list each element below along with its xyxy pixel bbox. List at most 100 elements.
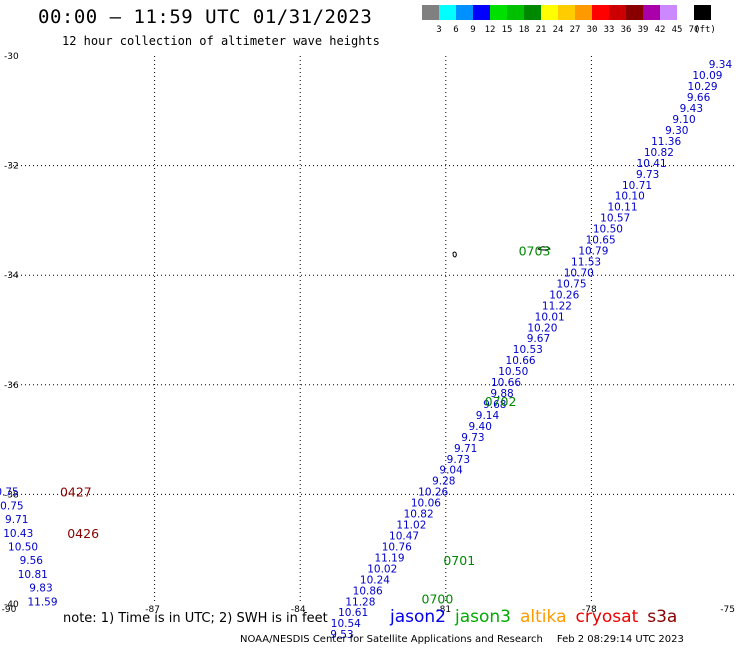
jason3-swh-label: 10.57 [600,213,630,225]
cryosat-swh-label: 11.59 [27,596,57,608]
lon-tick-label: -84 [291,605,306,615]
jason3-swh-label: 10.29 [688,81,718,93]
satellite-cryosat: cryosat [575,607,639,627]
jason3-swh-label: 10.66 [491,377,521,389]
jason3-swh-label: 10.02 [367,563,397,575]
jason3-swh-label: 10.41 [637,158,667,170]
jason3-swh-label: 9.88 [490,388,513,400]
jason3-swh-label: 10.11 [607,202,637,214]
lon-tick-label: -78 [582,605,597,615]
jason3-swh-label: 9.30 [665,125,688,137]
legend-swatch [490,5,507,20]
legend-label: 39 [637,25,649,35]
legend-label: 6 [453,25,459,35]
jason3-swh-label: 10.24 [360,574,390,586]
legend-label: 30 [586,25,598,35]
lat-tick-label: -30 [4,52,19,62]
jason3-swh-label: 10.26 [549,289,579,301]
lon-tick-label: -87 [145,605,160,615]
satellite-jason3: jason3 [455,607,511,627]
cryosat-swh-label: 10.75 [0,500,24,512]
jason3-swh-label: 10.20 [527,322,557,334]
pass-time-label: 0703 [519,244,551,259]
legend-label: 9 [470,25,476,35]
lat-tick-label: -34 [4,271,19,281]
credit-line: NOAA/NESDIS Center for Satellite Applica… [240,634,684,645]
jason3-swh-label: 9.53 [330,629,353,641]
jason3-swh-label: 10.86 [353,585,383,597]
legend-swatch [473,5,490,20]
legend-label: 15 [501,25,513,35]
legend-label: 33 [603,25,615,35]
lon-tick-label: -75 [720,605,735,615]
jason3-swh-label: 9.68 [483,399,506,411]
jason3-swh-label: 10.82 [644,147,674,159]
legend-label: 3 [436,25,442,35]
jason3-swh-label: 10.09 [692,70,722,82]
island-outline [452,251,457,258]
legend-swatch [439,5,456,20]
pass-time-label: 0427 [60,485,92,500]
legend-swatch [541,5,558,20]
jason3-swh-label: 9.34 [709,59,733,71]
satellite-altika: altika [520,607,567,627]
cryosat-swh-label: 10.50 [8,541,38,553]
jason3-swh-label: 10.50 [593,224,623,236]
jason3-swh-label: 10.82 [404,509,434,521]
legend-label: 70 [688,25,700,35]
jason3-swh-label: 9.73 [461,432,484,444]
lat-tick-label: -38 [4,490,19,500]
jason3-swh-label: 9.73 [447,454,470,466]
jason3-swh-label: 10.01 [535,311,565,323]
legend-label: 27 [569,25,581,35]
jason3-swh-label: 10.76 [382,541,412,553]
jason3-swh-label: 9.43 [680,103,703,115]
legend-swatch [575,5,592,20]
jason3-swh-label: 9.04 [439,465,463,477]
legend-swatch [677,5,694,20]
jason3-swh-label: 10.06 [411,498,441,510]
legend-swatch [422,5,439,20]
jason3-swh-label: 11.28 [345,596,375,608]
legend-swatch [524,5,541,20]
cryosat-swh-label: 9.71 [5,514,28,526]
lon-tick-label: -81 [436,605,451,615]
jason3-swh-label: 9.10 [672,114,695,126]
lat-tick-label: -32 [4,162,19,172]
legend-label: 42 [654,25,666,35]
jason3-swh-label: 9.40 [469,421,492,433]
legend-label: 18 [518,25,530,35]
jason3-swh-label: 10.47 [389,531,419,543]
legend-swatch [507,5,524,20]
jason3-swh-label: 11.53 [571,257,601,269]
legend-label: 24 [552,25,564,35]
pass-time-label: 0700 [422,592,454,607]
jason3-swh-label: 10.65 [586,235,616,247]
jason3-swh-label: 10.50 [498,366,528,378]
generation-timestamp: Feb 2 08:29:14 UTC 2023 [556,634,684,645]
satellite-jason2: jason2 [390,607,446,627]
legend-swatch [660,5,677,20]
cryosat-swh-label: 9.83 [29,583,52,595]
jason3-swh-label: 10.10 [615,191,645,203]
jason3-swh-label: 10.61 [338,607,368,619]
jason3-swh-label: 9.73 [636,169,659,181]
credit-text: NOAA/NESDIS Center for Satellite Applica… [240,634,543,645]
jason3-swh-label: 9.71 [454,443,477,455]
jason3-swh-label: 10.75 [556,278,586,290]
cryosat-swh-label: 10.81 [18,569,48,581]
island-outline [536,246,551,251]
jason3-swh-label: 10.71 [622,180,652,192]
cryosat-swh-label: 10.43 [3,528,33,540]
jason3-swh-label: 11.02 [396,520,426,532]
legend-swatch [456,5,473,20]
jason3-swh-label: 10.53 [513,344,543,356]
jason3-swh-label: 10.26 [418,487,448,499]
jason3-swh-label: 9.67 [527,333,550,345]
cryosat-swh-label: 9.56 [20,555,44,567]
legend-unit: (ft) [694,25,716,35]
legend-swatch [592,5,609,20]
lat-tick-label: -36 [4,381,19,391]
lat-tick-label: -40 [4,600,19,610]
page-subtitle: 12 hour collection of altimeter wave hei… [62,34,380,48]
